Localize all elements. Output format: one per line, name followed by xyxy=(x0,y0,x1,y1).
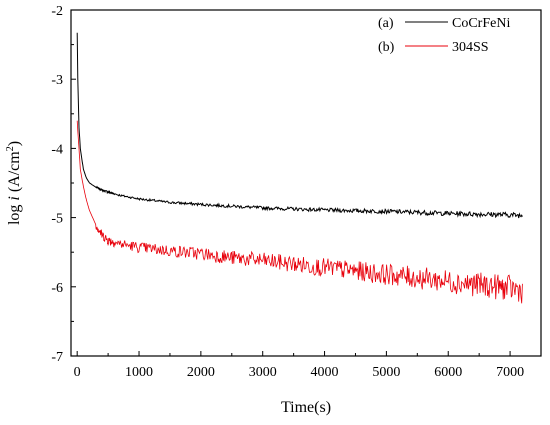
y-axis-unit-close: ) xyxy=(6,141,23,146)
y-axis-italic: i xyxy=(6,196,23,200)
x-tick-label: 7000 xyxy=(496,365,524,380)
legend: (a) CoCrFeNi (b) 304SS xyxy=(378,16,510,55)
legend-name-a: CoCrFeNi xyxy=(452,16,510,31)
legend-label-a: (a) xyxy=(378,16,394,31)
legend-name-b: 304SS xyxy=(452,40,489,55)
x-tick-label: 0 xyxy=(74,365,81,380)
y-tick-label: -2 xyxy=(51,4,63,19)
x-tick-label: 3000 xyxy=(249,365,277,380)
x-axis-title: Time(s) xyxy=(281,399,331,416)
x-tick-label: 4000 xyxy=(311,365,339,380)
y-tick-label: -4 xyxy=(51,142,63,157)
x-tick-label: 5000 xyxy=(372,365,400,380)
series-layer xyxy=(76,32,523,304)
x-tick-label: 6000 xyxy=(434,365,462,380)
y-tick-label: -6 xyxy=(51,281,63,296)
y-axis-title: log i (A/cm2) xyxy=(5,141,23,225)
y-axis-unit-sup: 2 xyxy=(5,146,16,151)
y-tick-label: -3 xyxy=(51,73,63,88)
y-axis-unit-open: (A/cm xyxy=(6,151,23,196)
x-tick-label: 2000 xyxy=(187,365,215,380)
y-tick-label: -7 xyxy=(51,350,63,365)
legend-label-b: (b) xyxy=(378,40,395,55)
series-line-cocrfeni xyxy=(76,32,523,219)
x-tick-label: 1000 xyxy=(125,365,153,380)
y-axis-prefix: log xyxy=(6,201,23,225)
plot-frame xyxy=(70,9,542,357)
series-line-304ss xyxy=(76,120,523,304)
y-tick-label: -5 xyxy=(51,212,63,227)
tick-layer: 0 1000 2000 3000 4000 5000 6000 7000 -7 -6 -5 -4 -3 -… xyxy=(51,4,542,380)
